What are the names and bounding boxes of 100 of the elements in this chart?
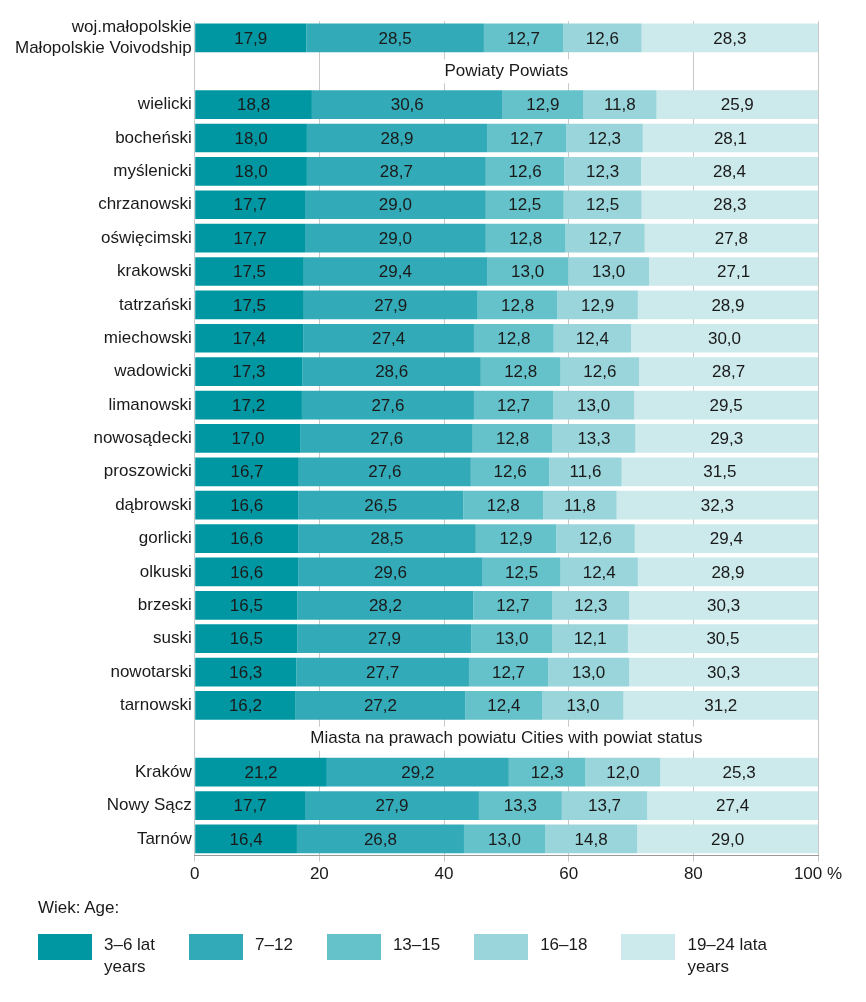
bar [195, 223, 306, 253]
data-label: 16,6 [230, 529, 264, 549]
data-label: 29,2 [401, 762, 435, 782]
x-tick-label: 80 [683, 864, 703, 884]
data-label: 12,9 [581, 295, 615, 315]
data-label: 12,5 [586, 195, 620, 215]
data-label: 17,7 [233, 796, 267, 816]
y-tick-label: chrzanowski [98, 194, 192, 214]
bar [641, 190, 818, 220]
data-label: 26,5 [364, 495, 398, 515]
data-label: 17,5 [232, 262, 267, 282]
bar [585, 757, 661, 787]
data-label: 27,8 [714, 228, 748, 248]
bar [564, 157, 641, 186]
data-label: 12,8 [497, 328, 531, 348]
bar [195, 23, 307, 53]
data-label: 12,0 [606, 762, 640, 782]
bar [485, 157, 565, 186]
y-tick-label: nowotarski [110, 661, 192, 681]
bar [563, 190, 642, 220]
y-tick-label: suski [152, 628, 192, 648]
data-label: 12,8 [504, 362, 538, 382]
bar [296, 824, 464, 854]
bar [557, 290, 638, 320]
bar [297, 590, 474, 620]
data-label: 16,4 [229, 829, 263, 849]
bar [306, 157, 486, 186]
data-label: 16,5 [229, 629, 263, 649]
y-tick-label: tarnowski [119, 695, 192, 715]
data-label: 27,6 [368, 462, 402, 482]
y-tick-label: Kraków [135, 761, 193, 781]
bar [556, 524, 635, 553]
data-label: 28,3 [713, 28, 747, 48]
data-label: 12,3 [574, 595, 608, 615]
data-label: 12,4 [582, 562, 616, 582]
bar [305, 223, 486, 253]
bar [195, 657, 297, 687]
bar [305, 791, 479, 820]
data-label: 12,3 [530, 762, 564, 782]
bar [195, 557, 299, 587]
data-label: 12,7 [496, 595, 530, 615]
bar [195, 90, 312, 119]
y-tick-label: oświęcimski [101, 227, 192, 247]
bar [300, 424, 473, 453]
bar [634, 524, 818, 553]
bar [305, 190, 486, 220]
data-label: 16,2 [228, 696, 262, 716]
bar [623, 691, 818, 720]
y-tick-label: woj.małopolskie Małopolskie Voivodship [15, 17, 192, 57]
data-label: 18,8 [237, 95, 271, 115]
y-tick-label: nowosądecki [93, 428, 192, 448]
data-label: 11,6 [569, 462, 602, 482]
bar [641, 23, 818, 53]
data-label: 28,5 [370, 529, 404, 549]
data-label: 17,7 [233, 228, 267, 248]
data-label: 12,5 [508, 195, 542, 215]
bar [543, 490, 617, 520]
y-tick-label: gorlicki [138, 528, 192, 548]
bar [470, 457, 550, 487]
bar [195, 457, 299, 487]
bar [637, 290, 818, 320]
bar [295, 691, 466, 720]
data-label: 28,6 [375, 362, 409, 382]
data-label: 29,5 [709, 395, 743, 415]
bar [660, 757, 818, 787]
x-tick-label: 0 [189, 864, 200, 884]
data-label: 14,8 [574, 829, 608, 849]
data-label: 13,0 [577, 395, 611, 415]
data-label: 12,6 [578, 529, 613, 549]
annotation: Miasta na prawach powiatu Cities with powiat status [310, 728, 703, 748]
data-label: 28,3 [713, 195, 747, 215]
data-label: 17,9 [234, 28, 268, 48]
bar [195, 290, 304, 320]
data-label: 21,2 [244, 762, 278, 782]
data-label: 12,5 [505, 562, 539, 582]
data-label: 17,0 [231, 429, 265, 449]
bar [473, 323, 554, 353]
data-label: 27,1 [717, 262, 751, 282]
data-label: 12,7 [496, 395, 531, 415]
data-label: 12,7 [588, 228, 622, 248]
bar [195, 590, 298, 620]
data-label: 12,4 [487, 696, 521, 716]
bar [480, 357, 561, 386]
y-tick-label: tatrzański [118, 294, 192, 314]
data-label: 17,3 [232, 362, 266, 382]
data-label: 18,0 [234, 128, 268, 148]
data-label: 28,5 [378, 28, 412, 48]
bar [545, 824, 638, 854]
legend-label: 19–24 lata years [687, 934, 767, 978]
bar [640, 157, 818, 186]
data-label: 12,6 [585, 28, 619, 48]
bar [647, 791, 818, 820]
bar [483, 23, 564, 53]
bar [195, 624, 298, 654]
data-label: 28,4 [712, 162, 747, 182]
y-tick-label: myślenicki [113, 161, 192, 181]
bar [298, 557, 483, 587]
data-label: 13,0 [592, 262, 626, 282]
bar [301, 390, 474, 420]
data-label: 25,3 [722, 762, 756, 782]
